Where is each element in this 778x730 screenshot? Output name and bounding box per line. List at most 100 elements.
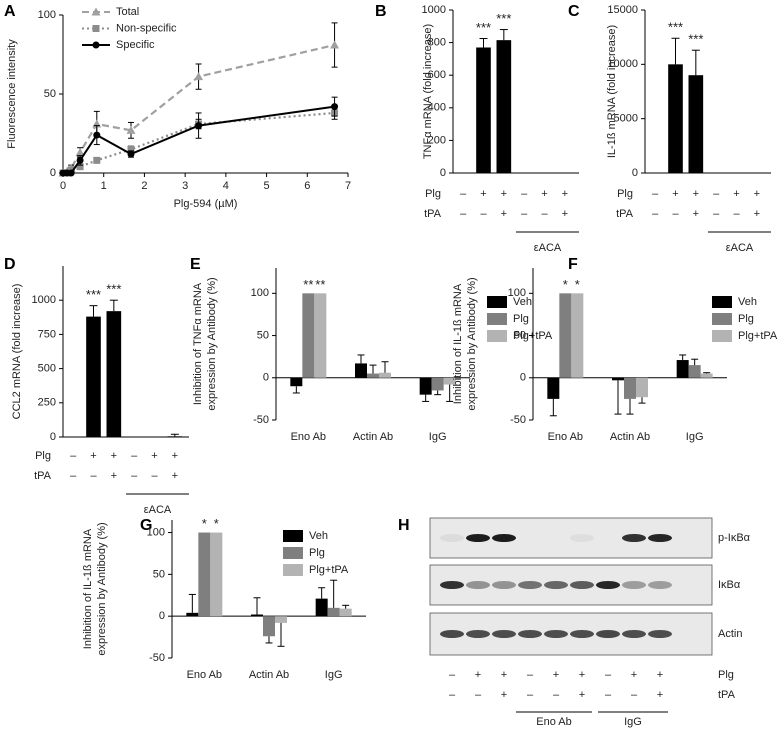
y-axis-label: Inhibition of IL-1ß mRNA [82,528,94,649]
y-tick-label: 0 [520,372,526,384]
x-tick-label: 2 [141,180,147,192]
blot-band [596,581,620,589]
legend-swatch [487,296,507,308]
row-label: tPA [718,689,736,701]
condition: – [70,450,77,462]
bar [275,616,287,623]
bar [688,365,701,378]
blot-band [544,630,568,638]
blot-band [648,581,672,589]
y-axis-label: IL-1ß mRNA (fold increase) [606,25,618,158]
blot-band [544,581,568,589]
y-tick-label: 100 [147,526,165,538]
blot-band [648,630,672,638]
x-tick-label: 7 [345,180,351,192]
legend-label: Plg [309,547,325,559]
legend-label: Plg [513,313,529,325]
condition: + [541,188,547,200]
panel-label: F [568,256,578,273]
significance: * [563,277,568,292]
marker [195,122,203,130]
row-label: Plg [718,669,734,681]
condition: – [90,470,97,482]
bar [86,316,101,437]
y-tick-label: 10000 [607,58,638,70]
condition: – [713,188,720,200]
bar [167,436,183,437]
y-tick-label: 0 [263,372,269,384]
panel-label: A [4,3,16,20]
blot-band [440,581,464,589]
row-label: Plg [35,450,51,462]
significance: ** [303,277,313,292]
bar [314,293,327,378]
y-tick-label: 200 [428,134,446,146]
condition: – [70,470,77,482]
legend-label: Veh [738,296,757,308]
blot-band [492,534,516,542]
y-axis-label: TNFα mRNA (fold increase) [422,24,434,159]
condition: + [172,470,178,482]
y-axis-label: expression by Antibody (%) [466,277,478,410]
x-tick-label: 6 [304,180,310,192]
condition: + [501,188,507,200]
x-tick-label: 0 [60,180,66,192]
x-tick-label: 5 [264,180,270,192]
condition: + [111,450,117,462]
group-label: Eno Ab [536,716,571,728]
bar [251,614,263,617]
y-tick-label: 0 [50,167,56,179]
condition: + [90,450,96,462]
bar [668,64,683,173]
condition: + [151,450,157,462]
bar [676,360,689,378]
condition: + [754,208,760,220]
condition: – [449,669,456,681]
blot-band [466,630,490,638]
y-tick-label: 100 [251,287,269,299]
blot-band [466,581,490,589]
x-tick-label: IgG [686,431,704,443]
blot-row-label: IκBα [718,579,741,591]
condition: – [713,208,720,220]
blot-band [492,630,516,638]
bar [419,377,432,395]
legend-label: Specific [116,39,155,51]
bar [339,608,352,617]
condition: – [553,689,560,701]
marker [331,103,339,111]
blot-band [492,581,516,589]
blot-band [440,534,464,542]
condition: + [733,188,739,200]
condition: – [460,208,467,220]
significance: *** [668,20,683,35]
x-tick-label: 3 [182,180,188,192]
condition: + [693,208,699,220]
bar [559,293,572,378]
condition: – [460,188,467,200]
condition: – [151,470,158,482]
condition: + [631,669,637,681]
panel-label: B [375,3,387,20]
blot-row-label: Actin [718,628,742,640]
significance: ** [315,277,325,292]
condition: + [657,669,663,681]
condition: – [480,208,487,220]
y-axis-label: Fluorescence intensity [6,39,18,149]
blot-band [518,630,542,638]
y-tick-label: 250 [38,397,56,409]
bar [315,598,328,617]
bar [263,616,275,637]
marker [330,40,340,49]
condition: – [652,208,659,220]
condition: + [501,689,507,701]
y-tick-label: 100 [38,9,56,21]
bar [636,377,648,398]
y-axis-label: CCL2 mRNA (fold increase) [11,284,23,420]
row-label: tPA [34,470,52,482]
blot-band [648,534,672,542]
condition: + [553,669,559,681]
group-label: εACA [144,504,172,516]
legend-label: Plg+tPA [738,330,778,342]
panel-label: D [4,256,16,273]
